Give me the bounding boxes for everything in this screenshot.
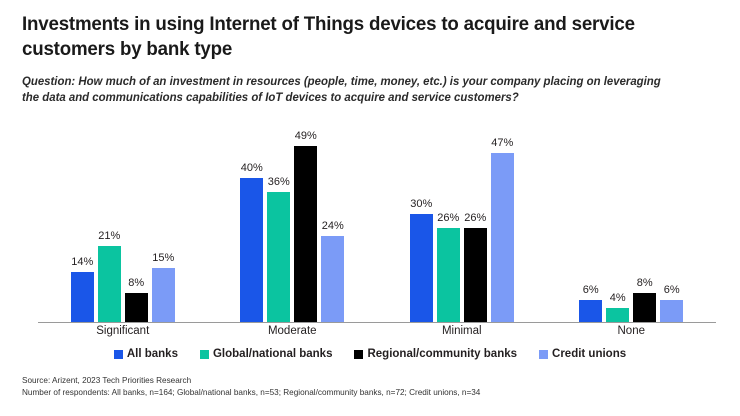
bar[interactable] — [321, 236, 345, 322]
bar-group: 6% 4% 8% 6% — [547, 124, 717, 322]
bar-slot: 8% — [631, 124, 658, 322]
bar-slot: 14% — [69, 124, 96, 322]
x-axis-line — [38, 322, 716, 323]
legend-swatch-icon — [539, 349, 549, 359]
bar-value-label: 49% — [294, 130, 317, 142]
bar-group: 30% 26% 26% 47% — [377, 124, 547, 322]
bar[interactable] — [606, 308, 630, 322]
bar[interactable] — [409, 214, 433, 322]
bar[interactable] — [294, 146, 318, 322]
legend-swatch-icon — [113, 349, 123, 359]
bar-value-label: 40% — [240, 162, 263, 174]
bar-value-label: 15% — [152, 252, 175, 264]
bar[interactable] — [70, 272, 94, 322]
bar-slot: 30% — [408, 124, 435, 322]
x-axis-tick-label: Minimal — [441, 325, 482, 337]
legend-label: All banks — [126, 348, 178, 360]
bar-slot: 6% — [577, 124, 604, 322]
bar-slot: 4% — [604, 124, 631, 322]
bar[interactable] — [240, 178, 264, 322]
bar-value-label: 14% — [71, 256, 94, 268]
bar[interactable] — [151, 268, 175, 322]
legend-label: Global/national banks — [212, 348, 333, 360]
bar-value-label: 26% — [464, 212, 487, 224]
bar[interactable] — [124, 293, 148, 322]
bar[interactable] — [436, 228, 460, 322]
bar[interactable] — [267, 192, 291, 322]
bar-value-label: 47% — [491, 137, 514, 149]
chart-header: Investments in using Internet of Things … — [22, 12, 722, 105]
bar-slot: 6% — [658, 124, 685, 322]
bar[interactable] — [579, 300, 603, 322]
bar-value-label: 8% — [128, 277, 145, 289]
bar-slot: 36% — [265, 124, 292, 322]
bar-slot: 49% — [292, 124, 319, 322]
bar-value-label: 30% — [410, 198, 433, 210]
chart-legend: All banks Global/national banks Regional/c… — [0, 348, 740, 360]
bar[interactable] — [490, 153, 514, 322]
bar-slot: 26% — [435, 124, 462, 322]
legend-item[interactable]: Global/national banks — [199, 348, 333, 360]
bar[interactable] — [97, 246, 121, 322]
bar-group: 14% 21% 8% 15% — [38, 124, 208, 322]
bar-slot: 47% — [489, 124, 516, 322]
bar-slot: 8% — [123, 124, 150, 322]
bar-slot: 40% — [238, 124, 265, 322]
footnote-respondents: Number of respondents: All banks, n=164;… — [22, 388, 481, 397]
bar-slot: 21% — [96, 124, 123, 322]
legend-swatch-icon — [354, 349, 364, 359]
bar-value-label: 4% — [609, 292, 626, 304]
plot-area: 14% 21% 8% 15% 40% 36% 49% 24% 30% 26% 26% 47% 6% 4% 8… — [38, 124, 716, 323]
bar-value-label: 6% — [663, 284, 680, 296]
bar-value-label: 21% — [98, 230, 121, 242]
legend-swatch-icon — [199, 349, 209, 359]
x-axis-tick-label: None — [617, 325, 646, 337]
bar-value-label: 6% — [582, 284, 599, 296]
footnote-source: Source: Arizent, 2023 Tech Priorities Re… — [22, 376, 192, 385]
bar-group: 40% 36% 49% 24% — [208, 124, 378, 322]
bar[interactable] — [633, 293, 657, 322]
legend-item[interactable]: All banks — [113, 348, 178, 360]
legend-label: Regional/community banks — [367, 348, 518, 360]
bar-value-label: 26% — [437, 212, 460, 224]
bar-groups: 14% 21% 8% 15% 40% 36% 49% 24% 30% 26% 26% 47% 6% 4% 8… — [38, 124, 716, 322]
legend-item[interactable]: Credit unions — [539, 348, 626, 360]
bar-slot: 26% — [462, 124, 489, 322]
page-title: Investments in using Internet of Things … — [22, 13, 635, 60]
chart-footnotes: Source: Arizent, 2023 Tech Priorities Re… — [22, 375, 722, 399]
x-axis-tick-label: Moderate — [267, 325, 317, 337]
bar-slot: 24% — [319, 124, 346, 322]
legend-item[interactable]: Regional/community banks — [354, 348, 517, 360]
x-axis-tick-labels: Significant Moderate Minimal None — [38, 325, 716, 337]
x-axis-tick-label: Significant — [96, 325, 150, 337]
legend-label: Credit unions — [552, 348, 627, 360]
bar[interactable] — [463, 228, 487, 322]
bar[interactable] — [660, 300, 684, 322]
bar-value-label: 24% — [321, 220, 344, 232]
chart-subtitle: Question: How much of an investment in r… — [22, 74, 661, 104]
bar-value-label: 8% — [636, 277, 653, 289]
bar-value-label: 36% — [267, 176, 290, 188]
bar-slot: 15% — [150, 124, 177, 322]
